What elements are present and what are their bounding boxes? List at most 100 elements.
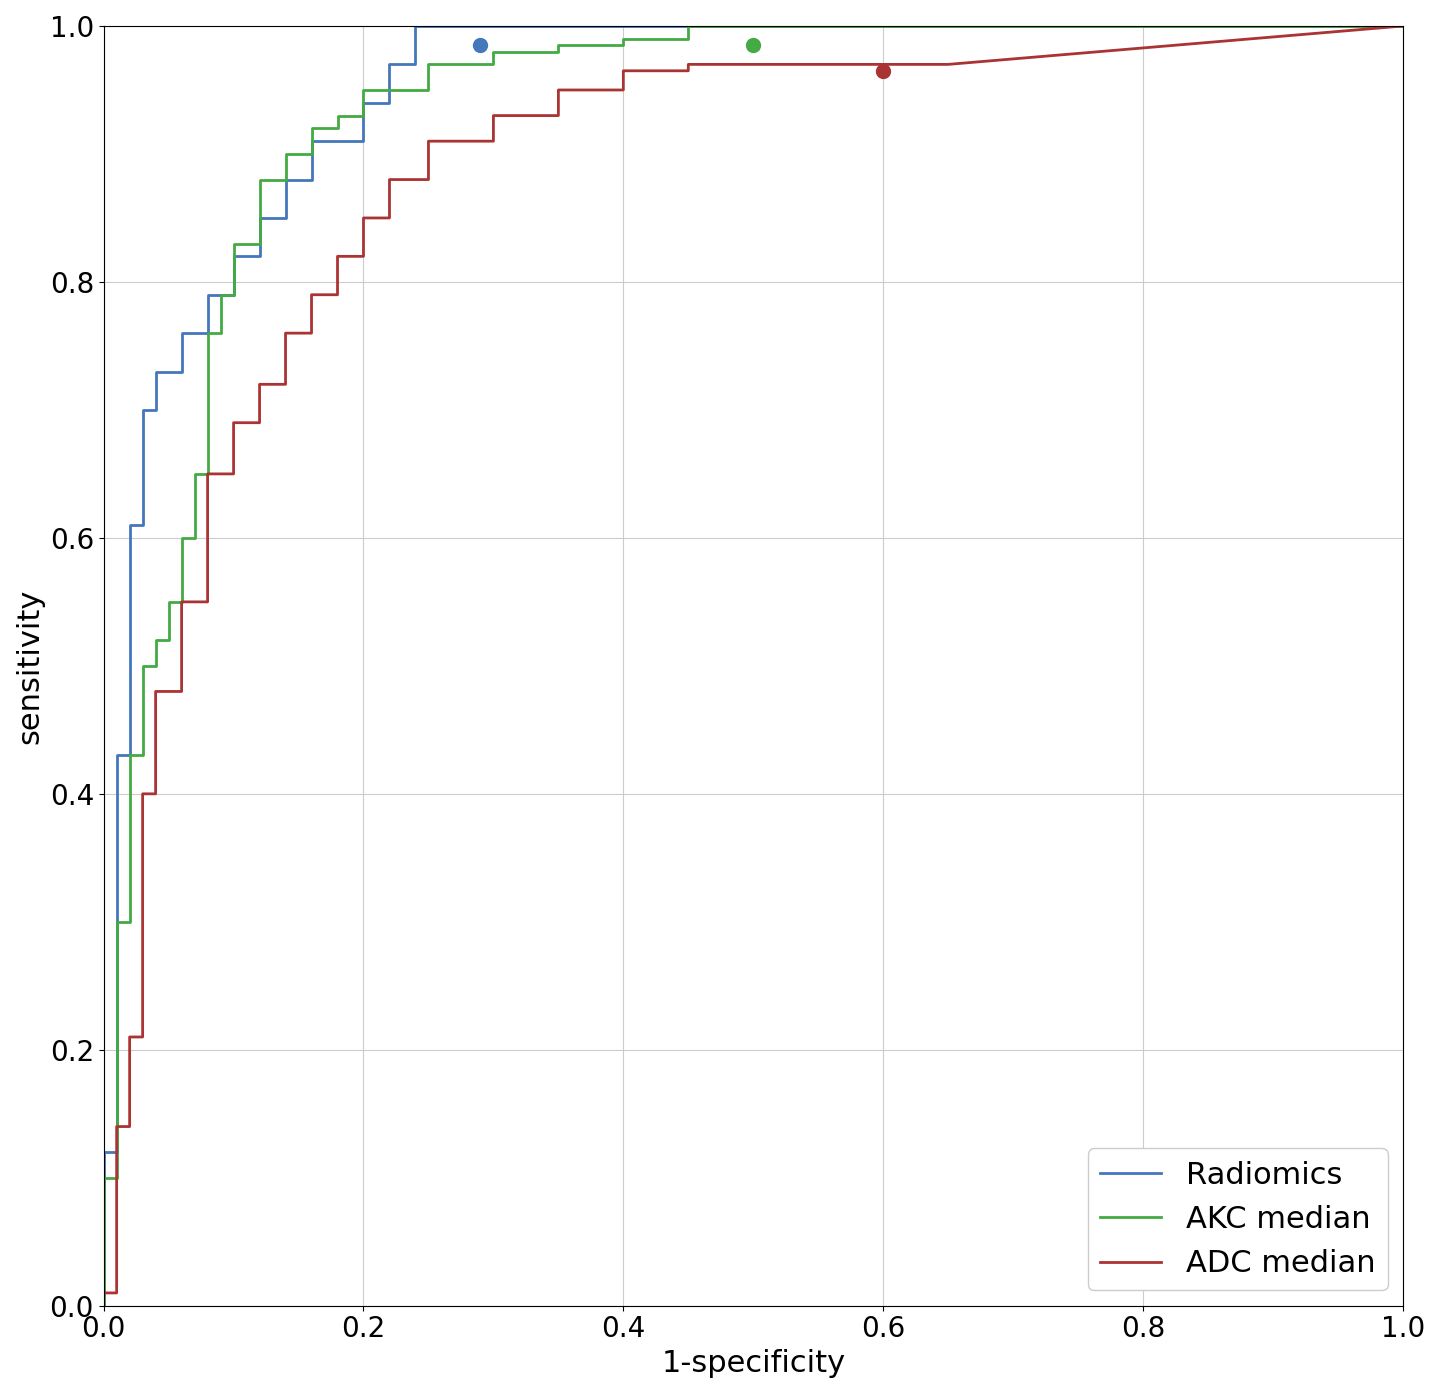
ADC median <box>108 1119 125 1135</box>
ADC median <box>199 593 216 610</box>
AKC median <box>251 171 268 188</box>
AKC median <box>108 1169 125 1185</box>
ADC median <box>354 248 372 265</box>
Radiomics <box>173 325 190 341</box>
Radiomics <box>147 364 164 380</box>
Radiomics <box>485 18 503 35</box>
ADC median <box>615 82 632 99</box>
ADC median <box>134 1028 151 1045</box>
AKC median <box>225 235 242 252</box>
AKC median <box>276 171 294 188</box>
ADC median <box>874 56 891 72</box>
ADC median <box>199 465 216 482</box>
AKC median <box>95 1169 112 1185</box>
AKC median <box>680 18 697 35</box>
Radiomics <box>328 132 346 149</box>
ADC median <box>328 287 346 304</box>
AKC median <box>108 914 125 931</box>
AKC median <box>744 18 762 35</box>
AKC median <box>485 43 503 60</box>
ADC median <box>939 56 956 72</box>
ADC median <box>147 786 164 802</box>
AKC median <box>134 657 151 674</box>
ADC median <box>134 786 151 802</box>
Radiomics <box>433 18 451 35</box>
AKC median <box>485 56 503 72</box>
ADC median <box>485 107 503 124</box>
Radiomics <box>459 18 477 35</box>
ADC median <box>95 1297 112 1314</box>
ADC median <box>251 376 268 393</box>
Radiomics <box>95 1144 112 1160</box>
Radiomics <box>147 401 164 418</box>
AKC median <box>121 747 138 763</box>
ADC median <box>744 56 762 72</box>
Legend: Radiomics, AKC median, ADC median: Radiomics, AKC median, ADC median <box>1089 1148 1388 1290</box>
ADC median <box>550 107 567 124</box>
AKC median <box>302 120 320 137</box>
ADC median <box>380 209 397 226</box>
AKC median <box>212 287 229 304</box>
ADC median <box>485 132 503 149</box>
X-axis label: 1-specificity: 1-specificity <box>661 1348 845 1378</box>
ADC median <box>108 1284 125 1301</box>
Radiomics <box>1394 18 1411 35</box>
ADC median <box>225 465 242 482</box>
Line: Radiomics: Radiomics <box>104 26 1403 1305</box>
AKC median <box>420 56 438 72</box>
AKC median <box>680 31 697 47</box>
Radiomics <box>134 517 151 534</box>
Radiomics <box>225 248 242 265</box>
Radiomics <box>251 248 268 265</box>
AKC median <box>328 120 346 137</box>
AKC median <box>173 593 190 610</box>
AKC median <box>173 529 190 546</box>
AKC median <box>328 107 346 124</box>
AKC median <box>276 146 294 163</box>
AKC median <box>354 107 372 124</box>
Radiomics <box>380 95 397 111</box>
Y-axis label: sensitivity: sensitivity <box>14 588 45 744</box>
ADC median <box>121 1119 138 1135</box>
AKC median <box>550 36 567 53</box>
Radiomics <box>251 209 268 226</box>
AKC median <box>615 36 632 53</box>
ADC median <box>615 63 632 79</box>
ADC median <box>680 63 697 79</box>
ADC median <box>809 56 827 72</box>
ADC median <box>173 683 190 699</box>
AKC median <box>186 529 203 546</box>
AKC median <box>212 325 229 341</box>
ADC median <box>354 209 372 226</box>
ADC median <box>95 1284 112 1301</box>
ADC median <box>809 56 827 72</box>
ADC median <box>1394 18 1411 35</box>
ADC median <box>147 683 164 699</box>
ADC median <box>251 414 268 430</box>
Radiomics <box>459 18 477 35</box>
AKC median <box>95 1297 112 1314</box>
Line: ADC median: ADC median <box>104 26 1403 1305</box>
ADC median <box>173 593 190 610</box>
ADC median <box>276 376 294 393</box>
ADC median <box>225 414 242 430</box>
ADC median <box>744 56 762 72</box>
ADC median <box>420 132 438 149</box>
AKC median <box>1394 18 1411 35</box>
Radiomics <box>354 132 372 149</box>
AKC median <box>147 632 164 649</box>
Radiomics <box>485 18 503 35</box>
Radiomics <box>354 95 372 111</box>
Radiomics <box>199 325 216 341</box>
AKC median <box>147 657 164 674</box>
AKC median <box>744 18 762 35</box>
ADC median <box>939 56 956 72</box>
AKC median <box>550 43 567 60</box>
AKC median <box>199 325 216 341</box>
Radiomics <box>199 287 216 304</box>
AKC median <box>199 465 216 482</box>
Radiomics <box>328 132 346 149</box>
ADC median <box>328 248 346 265</box>
ADC median <box>380 171 397 188</box>
ADC median <box>680 56 697 72</box>
